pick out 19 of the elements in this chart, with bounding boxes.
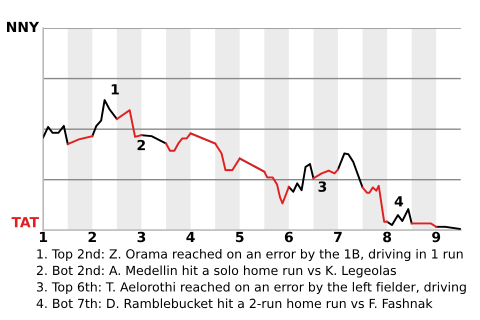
annotation: 3 (318, 181, 326, 192)
x-tick-label: 9 (432, 232, 440, 242)
x-tick-label: 1 (40, 232, 48, 242)
x-tick-label: 2 (88, 232, 96, 242)
text: 3. Top 6th: T. Aelorothi reached on an error by the left fielder, driving (36, 282, 466, 294)
text: TAT (12, 217, 39, 228)
annotation: 4 (394, 196, 404, 206)
text: NNY (6, 22, 40, 32)
x-tick-label: 4 (186, 232, 195, 242)
x-tick-label: 3 (138, 232, 146, 242)
x-tick-label: 5 (236, 232, 244, 242)
x-tick-label: 6 (284, 232, 293, 242)
x-tick-label: 7 (334, 232, 342, 242)
x-tick-label: 8 (383, 232, 392, 242)
text: 1. Top 2nd: Z. Orama reached on an error by the 1B, driving in 1 run (37, 248, 463, 262)
text: 4. Bot 7th: D. Ramblebucket hit a 2-run home run vs F. Fashnak (36, 298, 433, 308)
text: 2. Bot 2nd: A. Medellin hit a solo home run vs K. Legeolas (36, 265, 396, 278)
annotation: 1 (112, 84, 119, 94)
annotation: 2 (138, 140, 145, 150)
